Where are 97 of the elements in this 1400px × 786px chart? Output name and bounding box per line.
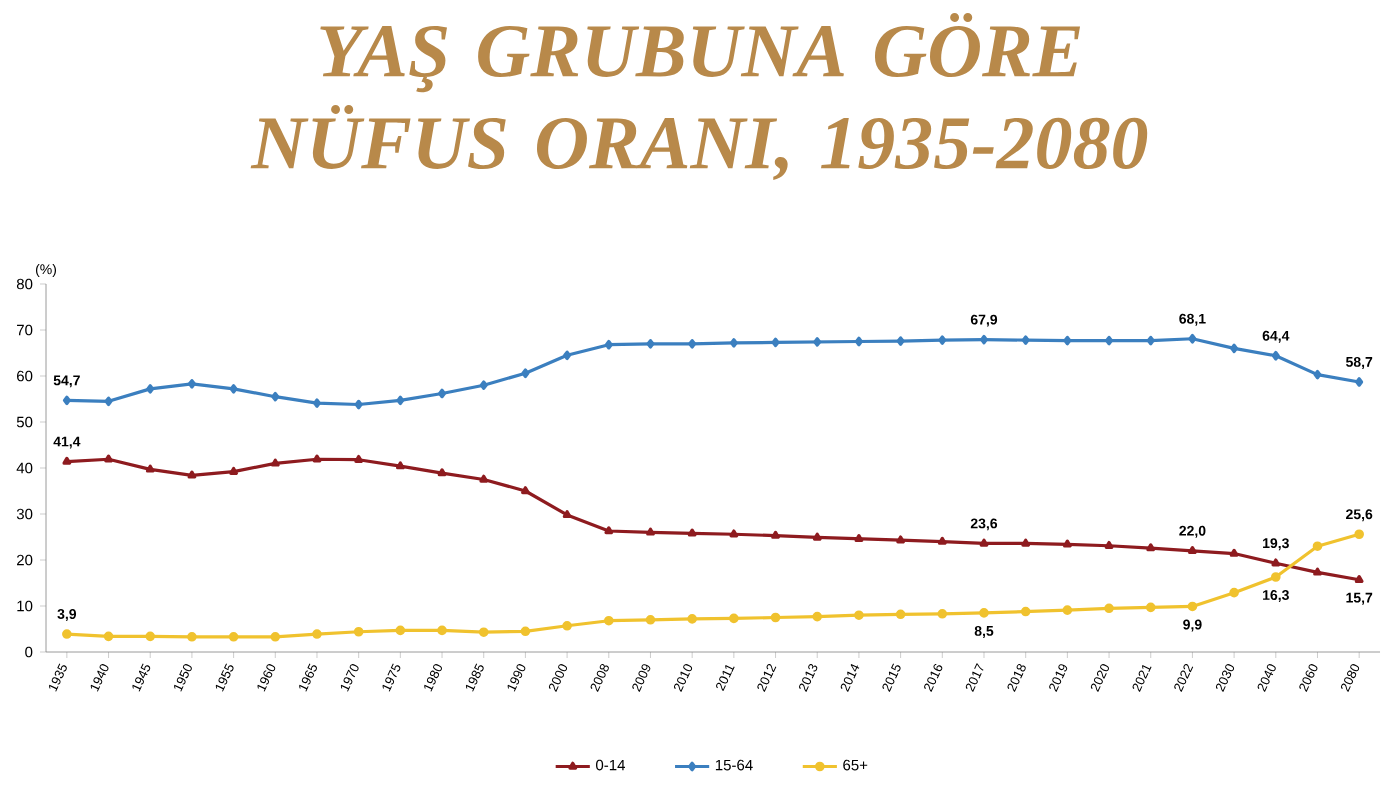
point [1354,574,1364,583]
point [1229,587,1239,598]
point [103,631,114,642]
point [604,615,614,626]
point [354,399,363,410]
point [1188,546,1197,554]
point [646,339,655,349]
point [479,380,488,390]
point [353,626,364,637]
point [1312,541,1323,551]
point [1146,335,1155,346]
point [395,461,405,470]
point [187,470,197,479]
point [1187,601,1198,612]
point [1020,606,1031,617]
point [729,338,738,348]
point [979,334,988,345]
point [938,335,947,345]
point [979,538,989,547]
point [896,535,905,544]
point [62,395,71,406]
point [104,454,113,463]
point [1271,572,1281,582]
point [395,625,406,636]
point [478,627,489,638]
point [813,337,822,347]
point [979,608,989,618]
point [437,468,447,477]
point [812,611,823,622]
point [1145,602,1156,613]
point [1313,567,1322,576]
point [1271,350,1280,361]
point [145,464,155,473]
point [521,486,530,495]
point [770,612,781,623]
point [312,398,321,408]
point [229,466,238,475]
point [1021,538,1031,547]
point [1063,335,1072,346]
point [146,384,155,394]
point [312,454,322,463]
point [896,336,905,346]
point [1062,605,1073,615]
point [104,396,113,407]
point [1230,343,1239,354]
point [771,337,780,348]
point [1062,539,1072,548]
point [145,631,156,642]
point [729,613,739,624]
point [1146,543,1156,552]
point [438,388,447,399]
point [646,527,655,536]
point [563,350,572,361]
point [687,528,697,537]
point [1271,558,1281,567]
point [604,339,613,350]
point [854,336,863,347]
point [354,454,364,463]
point [688,339,697,349]
point [645,615,656,625]
point [520,626,531,637]
point [729,529,739,538]
point [937,609,948,619]
point [937,536,947,545]
point [1355,377,1364,387]
point [1104,603,1114,614]
point [312,629,322,639]
point [1354,529,1364,540]
point [62,629,72,639]
point [1188,333,1197,344]
point [562,510,572,519]
point [895,609,906,620]
point [562,620,572,631]
point [270,458,280,467]
point [270,632,281,642]
point [1021,335,1030,345]
point [1104,540,1114,549]
point [62,456,72,465]
point [229,384,238,394]
point [521,368,530,379]
point [1229,548,1239,557]
chart-title: YAŞ GRUBUNA GÖRE NÜFUS ORANI, 1935-2080 [250,13,1148,181]
point [1313,369,1322,380]
point [479,474,489,483]
point [1105,335,1114,346]
point [437,625,447,636]
point [187,632,197,642]
point [854,610,864,620]
point [187,379,196,389]
point [604,526,614,535]
point [687,614,697,624]
point [812,532,822,541]
point [271,391,280,402]
point [396,395,405,406]
point [771,530,780,539]
point [228,632,239,642]
point [854,534,864,543]
